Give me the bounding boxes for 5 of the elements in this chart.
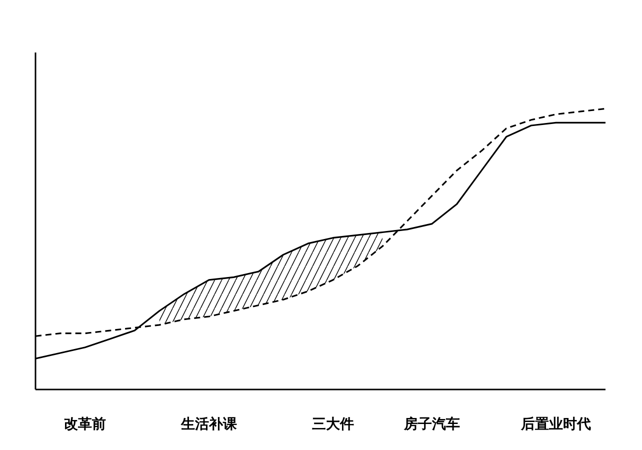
x-tick-label: 后置业时代 xyxy=(520,416,591,432)
x-tick-label: 房子汽车 xyxy=(403,416,460,432)
x-tick-label: 三大件 xyxy=(312,416,354,432)
x-tick-label: 生活补课 xyxy=(180,416,237,432)
x-tick-label: 改革前 xyxy=(64,416,106,432)
